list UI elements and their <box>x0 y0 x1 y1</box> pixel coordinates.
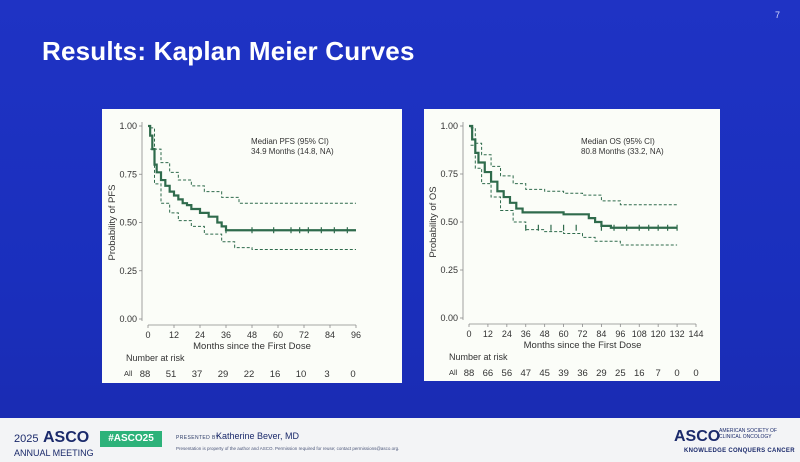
x-tick-label: 72 <box>299 330 309 340</box>
y-tick-label: 0.75 <box>119 169 137 179</box>
median-annotation: Median OS (95% CI) <box>581 137 655 146</box>
x-tick-label: 0 <box>466 329 471 339</box>
x-tick-label: 60 <box>273 330 283 340</box>
asco-org-name: AMERICAN SOCIETY OF CLINICAL ONCOLOGY <box>719 428 777 440</box>
x-tick-label: 36 <box>521 329 531 339</box>
footer-year: 2025 <box>14 433 39 445</box>
x-tick-label: 96 <box>351 330 361 340</box>
risk-count: 16 <box>270 369 281 380</box>
risk-count: 47 <box>520 368 531 379</box>
risk-count: 36 <box>577 368 588 379</box>
y-tick-label: 0.50 <box>440 217 458 227</box>
risk-count: 0 <box>674 368 679 379</box>
risk-count: 10 <box>296 369 307 380</box>
y-axis-label: Probability of OS <box>428 186 439 257</box>
footer-hashtag: #ASCO25 <box>100 431 162 447</box>
x-axis-label: Months since the First Dose <box>524 340 642 351</box>
asco-logo: ASCO <box>674 428 721 445</box>
footer-presenter: Katherine Bever, MD <box>216 431 300 441</box>
median-annotation: 80.8 Months (33.2, NA) <box>581 147 664 156</box>
os-kaplan-meier-chart: 0.00 0.25 0.50 0.75 1.00 0 12 24 36 48 60 72 84 96 108… <box>428 121 704 379</box>
risk-count: 25 <box>615 368 626 379</box>
risk-count: 29 <box>596 368 607 379</box>
risk-count: 0 <box>693 368 698 379</box>
footer-asco: ASCO <box>43 429 90 446</box>
median-annotation: Median PFS (95% CI) <box>251 137 329 146</box>
risk-count: 3 <box>324 369 329 380</box>
x-tick-label: 72 <box>577 329 587 339</box>
risk-count: 51 <box>166 369 177 380</box>
footer-bar: 2025 ASCO ANNUAL MEETING #ASCO25 PRESENT… <box>0 418 800 462</box>
x-axis-label: Months since the First Dose <box>193 341 311 352</box>
x-tick-label: 96 <box>615 329 625 339</box>
x-tick-label: 144 <box>688 329 703 339</box>
risk-count: 39 <box>558 368 569 379</box>
x-tick-label: 12 <box>169 330 179 340</box>
risk-group-label: All <box>124 369 133 378</box>
ci-lower-line <box>470 144 678 246</box>
pfs-kaplan-meier-chart: 0.00 0.25 0.50 0.75 1.00 0 12 24 36 48 60 72 84 96 Mon… <box>107 121 361 380</box>
risk-group-label: All <box>449 368 458 377</box>
y-tick-label: 0.00 <box>119 314 137 324</box>
x-tick-label: 48 <box>540 329 550 339</box>
x-tick-label: 24 <box>195 330 205 340</box>
slide-number: 7 <box>774 10 780 20</box>
footer-presented-by: PRESENTED BY: <box>176 435 221 441</box>
number-at-risk-label: Number at risk <box>449 352 508 362</box>
ci-upper-line <box>470 127 678 206</box>
risk-count: 22 <box>244 369 255 380</box>
x-tick-label: 12 <box>483 329 493 339</box>
y-axis-label: Probability of PFS <box>107 184 118 260</box>
x-tick-label: 84 <box>325 330 335 340</box>
risk-count: 66 <box>483 368 494 379</box>
number-at-risk-label: Number at risk <box>126 353 185 363</box>
asco-tagline: KNOWLEDGE CONQUERS CANCER <box>684 448 795 454</box>
x-tick-label: 0 <box>145 330 150 340</box>
y-tick-label: 1.00 <box>440 121 458 131</box>
risk-count: 88 <box>140 369 151 380</box>
footer-annual-meeting: ANNUAL MEETING <box>14 448 94 458</box>
risk-count: 56 <box>502 368 513 379</box>
risk-count: 45 <box>539 368 550 379</box>
risk-count: 29 <box>218 369 229 380</box>
slide-title: Results: Kaplan Meier Curves <box>42 36 415 66</box>
x-tick-label: 36 <box>221 330 231 340</box>
y-tick-label: 0.00 <box>440 313 458 323</box>
risk-count: 0 <box>350 369 355 380</box>
footer-note: Presentation is property of the author a… <box>176 446 400 451</box>
x-tick-label: 48 <box>247 330 257 340</box>
x-tick-label: 84 <box>596 329 606 339</box>
y-tick-label: 0.75 <box>440 169 458 179</box>
x-tick-label: 120 <box>651 329 666 339</box>
risk-count: 16 <box>634 368 645 379</box>
x-tick-label: 108 <box>632 329 647 339</box>
y-tick-label: 0.50 <box>119 218 137 228</box>
y-tick-label: 0.25 <box>440 265 458 275</box>
survival-curve <box>469 124 678 229</box>
y-tick-label: 1.00 <box>119 121 137 131</box>
risk-count: 88 <box>464 368 475 379</box>
x-tick-label: 24 <box>502 329 512 339</box>
os-chart-panel: 0.00 0.25 0.50 0.75 1.00 0 12 24 36 48 60 72 84 96 108… <box>424 109 720 381</box>
ci-lower-line <box>150 148 356 251</box>
risk-count: 7 <box>656 368 661 379</box>
median-annotation: 34.9 Months (14.8, NA) <box>251 147 334 156</box>
ci-upper-line <box>150 127 356 204</box>
risk-count: 37 <box>192 369 203 380</box>
y-tick-label: 0.25 <box>119 266 137 276</box>
x-tick-label: 60 <box>559 329 569 339</box>
pfs-chart-panel: 0.00 0.25 0.50 0.75 1.00 0 12 24 36 48 60 72 84 96 Mon… <box>102 109 402 383</box>
x-tick-label: 132 <box>670 329 685 339</box>
